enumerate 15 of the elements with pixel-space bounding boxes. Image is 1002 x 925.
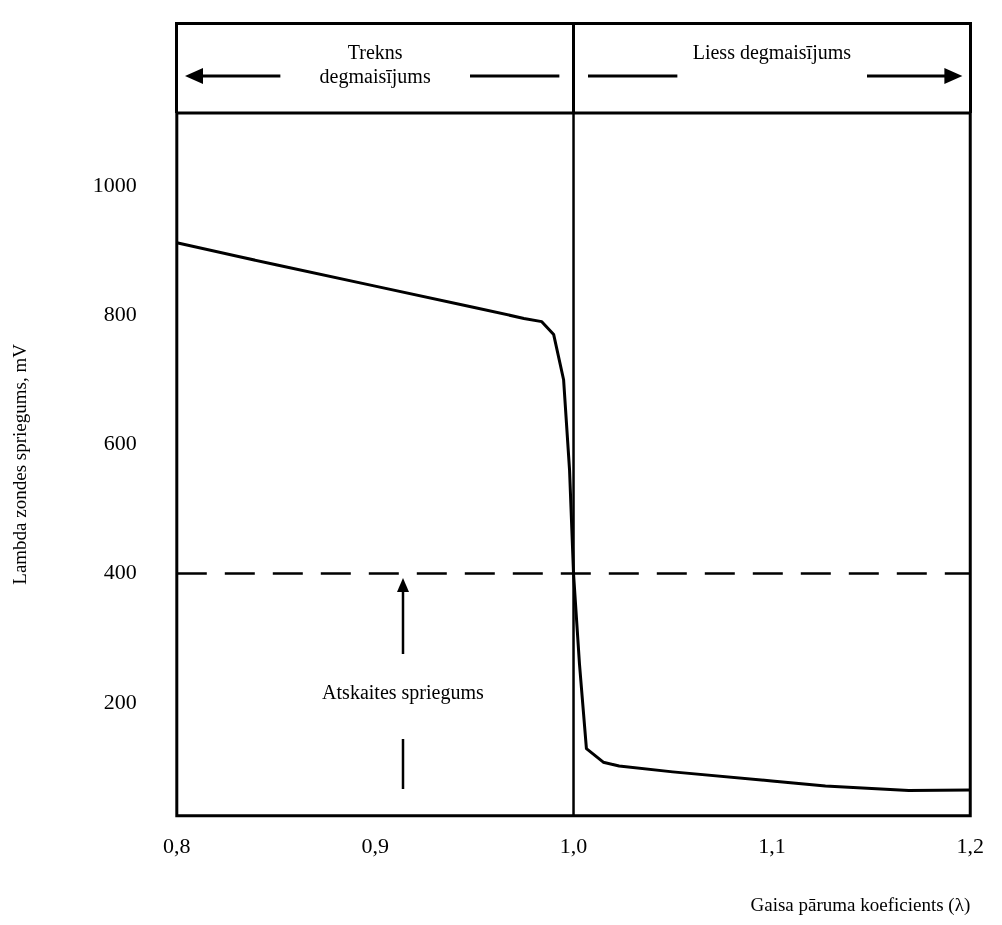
text: Trekns degmaisījums (318, 39, 432, 88)
x-tick-label: 0,8 (163, 832, 191, 858)
ref-line-label: Atskaites spriegums (322, 680, 484, 704)
y-axis-title: Lambda zondes spriegums, mV (9, 343, 31, 585)
y-tick-label: 1000 (92, 171, 137, 197)
x-tick-label: 1,0 (559, 832, 588, 858)
text: Liess degmaisījums (691, 39, 853, 64)
x-tick-label: 1,2 (956, 832, 984, 858)
x-tick-label: 0,9 (361, 832, 389, 858)
y-tick-label: 600 (103, 430, 137, 456)
x-tick-label: 1,1 (758, 832, 786, 858)
y-tick-label: 800 (103, 300, 137, 326)
y-tick-label: 200 (103, 688, 137, 714)
x-axis-title: Gaisa pāruma koeficients (λ) (750, 893, 971, 916)
y-tick-label: 400 (103, 559, 137, 585)
